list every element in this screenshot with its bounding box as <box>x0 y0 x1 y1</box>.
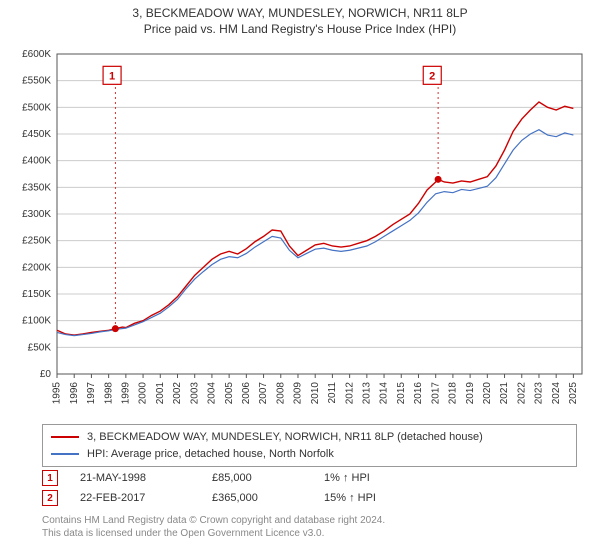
svg-text:2020: 2020 <box>482 382 493 405</box>
marker-hpi-2: 15% ↑ HPI <box>324 492 376 504</box>
svg-text:2018: 2018 <box>448 382 459 405</box>
marker-hpi-1: 1% ↑ HPI <box>324 472 370 484</box>
svg-text:2010: 2010 <box>310 382 321 405</box>
svg-text:2: 2 <box>429 70 435 82</box>
svg-text:2015: 2015 <box>396 382 407 405</box>
svg-text:£300K: £300K <box>22 209 51 220</box>
svg-text:2024: 2024 <box>551 382 562 405</box>
svg-text:2013: 2013 <box>361 382 372 405</box>
footer-line2: This data is licensed under the Open Gov… <box>42 527 385 540</box>
marker-date-2: 22-FEB-2017 <box>80 492 190 504</box>
title-main: 3, BECKMEADOW WAY, MUNDESLEY, NORWICH, N… <box>0 6 600 22</box>
svg-text:£250K: £250K <box>22 236 51 247</box>
footer: Contains HM Land Registry data © Crown c… <box>42 514 385 540</box>
svg-text:£150K: £150K <box>22 289 51 300</box>
svg-text:1995: 1995 <box>52 382 63 405</box>
svg-text:2016: 2016 <box>413 382 424 405</box>
marker-table: 1 21-MAY-1998 £85,000 1% ↑ HPI 2 22-FEB-… <box>42 468 577 508</box>
svg-text:2002: 2002 <box>172 382 183 405</box>
svg-text:£100K: £100K <box>22 316 51 327</box>
svg-text:2005: 2005 <box>224 382 235 405</box>
svg-text:1: 1 <box>109 70 115 82</box>
svg-text:2014: 2014 <box>379 382 390 405</box>
svg-text:1997: 1997 <box>86 382 97 405</box>
svg-text:£550K: £550K <box>22 76 51 87</box>
svg-text:2003: 2003 <box>189 382 200 405</box>
svg-text:2022: 2022 <box>516 382 527 405</box>
svg-text:2019: 2019 <box>465 382 476 405</box>
svg-text:2021: 2021 <box>499 382 510 405</box>
svg-text:£50K: £50K <box>28 342 52 353</box>
chart-svg: £0 £50K £100K £150K £200K £250K £300K £350K £400… <box>12 44 588 414</box>
legend-swatch-blue <box>51 453 79 455</box>
legend-row-1: 3, BECKMEADOW WAY, MUNDESLEY, NORWICH, N… <box>51 429 568 446</box>
marker-row-2: 2 22-FEB-2017 £365,000 15% ↑ HPI <box>42 488 577 508</box>
svg-text:£600K: £600K <box>22 49 51 60</box>
legend-label-2: HPI: Average price, detached house, Nort… <box>87 446 334 463</box>
svg-text:£200K: £200K <box>22 262 51 273</box>
svg-text:1998: 1998 <box>103 382 114 405</box>
svg-text:1996: 1996 <box>69 382 80 405</box>
marker-date-1: 21-MAY-1998 <box>80 472 190 484</box>
legend-label-1: 3, BECKMEADOW WAY, MUNDESLEY, NORWICH, N… <box>87 429 483 446</box>
svg-text:£500K: £500K <box>22 102 51 113</box>
chart-title-area: 3, BECKMEADOW WAY, MUNDESLEY, NORWICH, N… <box>0 0 600 37</box>
svg-text:£350K: £350K <box>22 182 51 193</box>
footer-line1: Contains HM Land Registry data © Crown c… <box>42 514 385 527</box>
marker-price-1: £85,000 <box>212 472 302 484</box>
svg-text:£400K: £400K <box>22 156 51 167</box>
svg-text:2012: 2012 <box>344 382 355 405</box>
marker-box-2: 2 <box>42 490 58 506</box>
marker-price-2: £365,000 <box>212 492 302 504</box>
svg-text:2004: 2004 <box>207 382 218 405</box>
svg-text:2006: 2006 <box>241 382 252 405</box>
svg-text:2011: 2011 <box>327 382 338 404</box>
svg-text:2007: 2007 <box>258 382 269 405</box>
svg-text:2000: 2000 <box>138 382 149 405</box>
svg-text:£0: £0 <box>40 369 52 380</box>
legend-row-2: HPI: Average price, detached house, Nort… <box>51 446 568 463</box>
svg-text:£450K: £450K <box>22 129 51 140</box>
svg-text:2025: 2025 <box>568 382 579 405</box>
svg-text:2023: 2023 <box>534 382 545 405</box>
marker-box-1: 1 <box>42 470 58 486</box>
marker-row-1: 1 21-MAY-1998 £85,000 1% ↑ HPI <box>42 468 577 488</box>
legend-box: 3, BECKMEADOW WAY, MUNDESLEY, NORWICH, N… <box>42 424 577 467</box>
chart-area: £0 £50K £100K £150K £200K £250K £300K £350K £400… <box>12 44 588 414</box>
legend-swatch-red <box>51 436 79 438</box>
svg-text:2009: 2009 <box>293 382 304 405</box>
svg-text:2008: 2008 <box>275 382 286 405</box>
svg-text:2001: 2001 <box>155 382 166 405</box>
title-sub: Price paid vs. HM Land Registry's House … <box>0 22 600 38</box>
svg-text:1999: 1999 <box>120 382 131 405</box>
svg-text:2017: 2017 <box>430 382 441 405</box>
